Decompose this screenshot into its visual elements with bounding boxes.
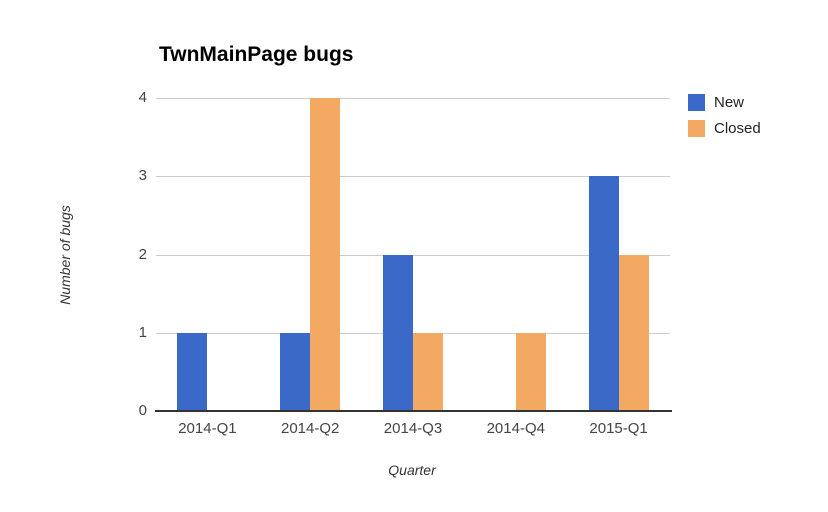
chart-title: TwnMainPage bugs: [159, 43, 354, 66]
bar-group: [156, 98, 259, 411]
bar-closed: [618, 254, 649, 411]
x-tick-label: 2014-Q1: [178, 420, 237, 437]
y-tick-label: 1: [138, 323, 147, 341]
plot-area: [156, 98, 670, 411]
y-axis-title: Number of bugs: [57, 205, 73, 305]
bar-new: [588, 176, 619, 411]
x-tick-label: 2014-Q3: [383, 420, 443, 437]
x-axis-line: [155, 410, 672, 412]
bar-group: [464, 98, 567, 411]
legend: New Closed: [688, 94, 761, 137]
bar-new: [177, 332, 208, 411]
legend-swatch-icon: [688, 120, 705, 137]
x-tick-label: 2014-Q2: [281, 420, 340, 437]
x-axis-title: Quarter: [388, 462, 436, 478]
bar-closed: [310, 98, 341, 411]
y-tick-label: 0: [138, 402, 147, 419]
bar-new: [280, 332, 311, 411]
gridline: [156, 254, 670, 256]
bar-group: [259, 98, 362, 411]
gridline: [156, 98, 670, 99]
bar-group: [567, 98, 670, 411]
legend-label: Closed: [714, 120, 761, 137]
bar-closed: [412, 332, 443, 411]
legend-item: New: [688, 94, 761, 111]
y-tick-label: 4: [138, 89, 147, 106]
bar-groups: [156, 98, 670, 411]
legend-label: New: [714, 94, 745, 111]
legend-swatch-icon: [688, 94, 705, 111]
legend-item: Closed: [688, 120, 761, 137]
y-tick-label: 2: [138, 245, 147, 263]
x-tick-label: 2015-Q1: [589, 420, 648, 437]
gridline: [156, 176, 670, 178]
bar-closed: [515, 332, 546, 411]
x-tick-label: 2014-Q4: [486, 420, 545, 437]
bar-group: [362, 98, 465, 411]
bar-new: [382, 254, 413, 411]
y-tick-label: 3: [138, 167, 147, 185]
